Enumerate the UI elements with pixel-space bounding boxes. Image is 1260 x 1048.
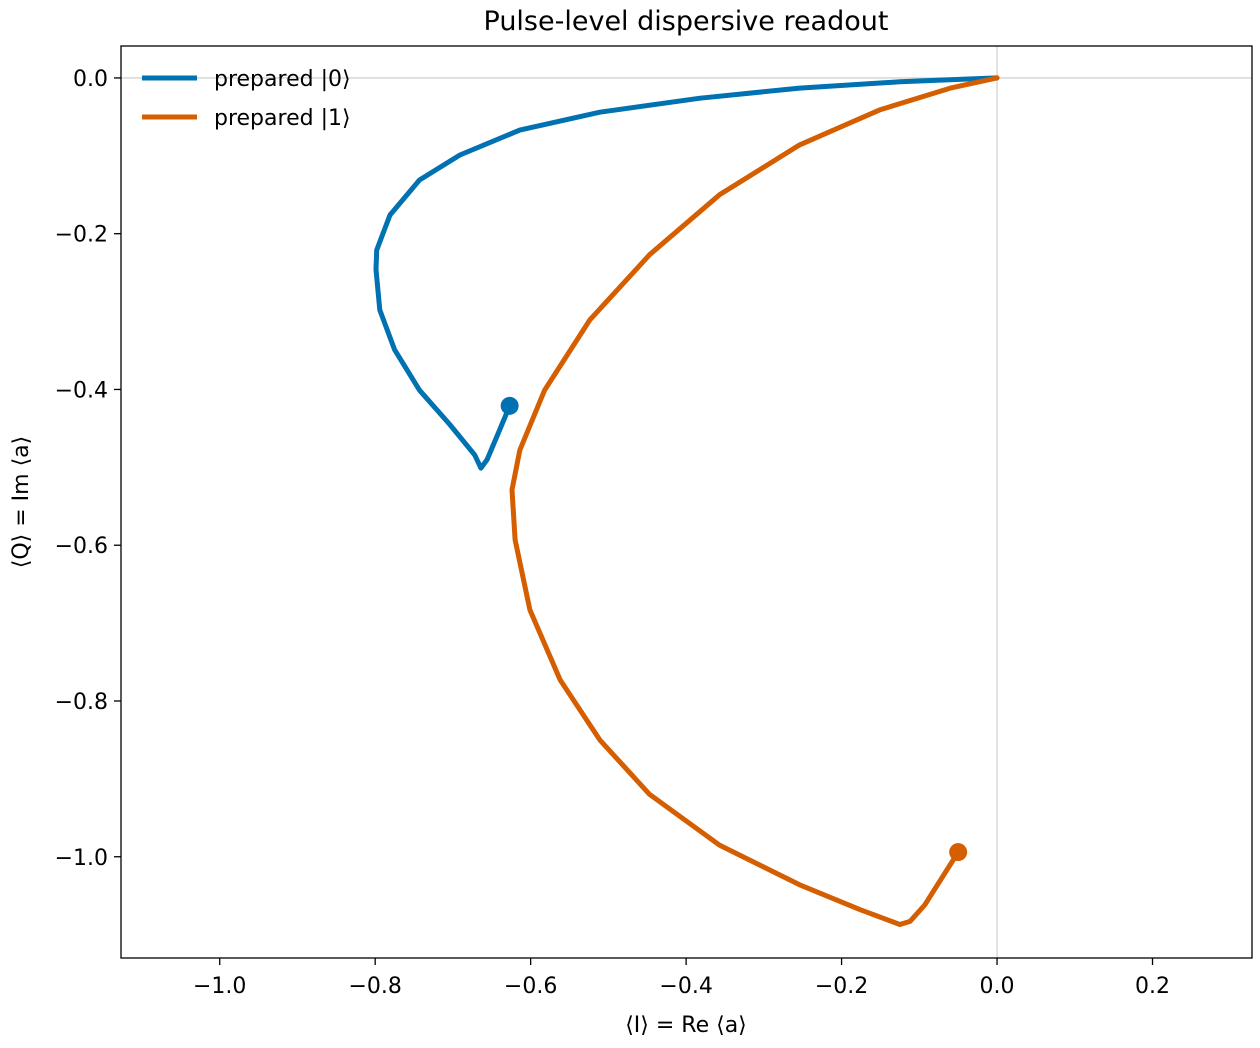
- x-tick-label: −0.2: [815, 974, 868, 999]
- legend-label: prepared |0⟩: [214, 67, 351, 92]
- series-line: [373, 75, 1000, 471]
- x-tick-label: −1.0: [193, 974, 246, 999]
- x-tick-label: 0.0: [980, 974, 1015, 999]
- y-axis-label: ⟨Q⟩ = Im ⟨a⟩: [9, 436, 34, 568]
- y-tick-label: 0.0: [73, 67, 108, 92]
- x-tick-label: −0.4: [659, 974, 712, 999]
- y-tick-label: −0.4: [55, 378, 108, 403]
- x-axis-label: ⟨I⟩ = Re ⟨a⟩: [625, 1013, 747, 1038]
- y-tick-label: −1.0: [55, 846, 108, 871]
- series-line: [509, 75, 1000, 927]
- y-tick-label: −0.6: [55, 534, 108, 559]
- x-tick-label: −0.8: [348, 974, 401, 999]
- x-tick-label: 0.2: [1135, 974, 1170, 999]
- chart-title: Pulse-level dispersive readout: [484, 6, 889, 37]
- y-tick-label: −0.8: [55, 690, 108, 715]
- y-tick-label: −0.2: [55, 223, 108, 248]
- end-marker: [500, 396, 519, 415]
- end-marker: [949, 843, 968, 862]
- legend-label: prepared |1⟩: [214, 106, 351, 131]
- plot-frame: [120, 45, 1253, 959]
- x-tick-label: −0.6: [504, 974, 557, 999]
